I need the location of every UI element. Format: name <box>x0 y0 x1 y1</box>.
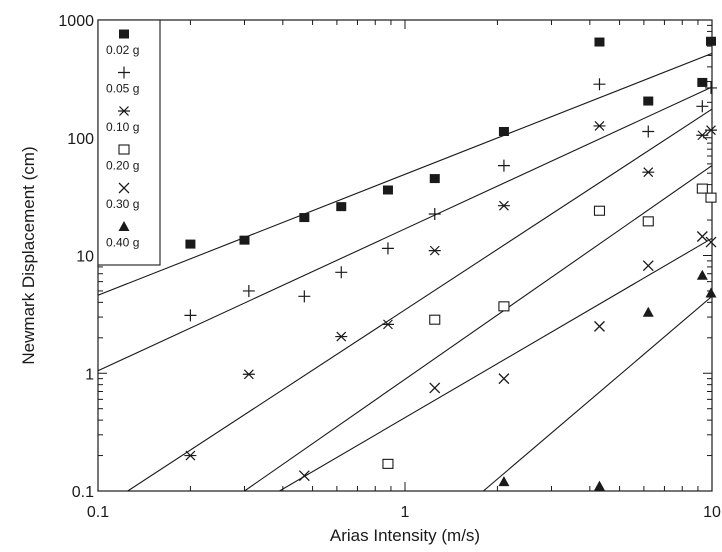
legend-label: 0.30 g <box>106 197 139 211</box>
y-tick-label: 0.1 <box>72 484 94 501</box>
series-0-05-g <box>98 78 717 372</box>
data-point <box>184 450 197 461</box>
data-point <box>335 266 348 279</box>
x-tick-label: 0.1 <box>87 504 109 521</box>
data-point <box>705 125 717 136</box>
data-point <box>335 331 348 342</box>
data-point <box>185 239 196 249</box>
data-point <box>642 125 655 138</box>
data-point <box>498 301 510 312</box>
legend-marker <box>118 66 130 79</box>
x-tick-label: 1 <box>401 504 410 521</box>
data-point <box>705 192 717 203</box>
data-point <box>705 236 717 248</box>
data-point <box>642 216 654 227</box>
series-0-10-g <box>127 108 717 491</box>
legend-label: 0.40 g <box>106 236 139 250</box>
y-axis-title: Newmark Displacement (cm) <box>19 146 38 364</box>
data-point <box>697 77 708 87</box>
data-point <box>594 37 605 47</box>
data-point <box>429 314 441 325</box>
series-0-02-g <box>98 36 716 296</box>
data-point <box>498 373 510 385</box>
data-point <box>497 159 510 172</box>
data-point <box>696 130 709 141</box>
x-tick-label: 10 <box>703 504 721 521</box>
legend-marker <box>119 29 129 39</box>
legend-label: 0.02 g <box>106 43 139 57</box>
data-point <box>336 202 347 212</box>
series-0-20-g <box>244 165 717 491</box>
fit-line <box>127 108 712 491</box>
data-point <box>428 245 441 256</box>
fit-line <box>483 295 712 491</box>
data-point <box>696 231 708 242</box>
data-point <box>696 100 709 113</box>
data-point <box>593 205 606 216</box>
data-point <box>696 269 708 280</box>
data-point <box>239 235 250 245</box>
data-point <box>594 320 605 332</box>
y-tick-label: 1 <box>85 366 94 383</box>
data-point <box>593 121 606 131</box>
y-tick-label: 1000 <box>58 13 94 30</box>
legend-label: 0.10 g <box>106 120 139 134</box>
data-point <box>593 480 605 491</box>
fit-line <box>244 165 712 491</box>
data-point <box>642 260 654 272</box>
fit-line <box>98 52 712 296</box>
data-point <box>593 78 606 91</box>
y-tick-label: 10 <box>76 249 94 266</box>
series-0-30-g <box>279 231 717 491</box>
data-point <box>643 96 654 106</box>
legend-box <box>97 19 161 266</box>
data-point <box>381 242 394 255</box>
data-point <box>428 208 441 221</box>
legend: 0.02 g 0.05 g 0.10 g 0.20 g 0.30 g 0.40 g <box>97 19 161 266</box>
data-point <box>381 319 394 330</box>
x-axis-title: Arias Intensity (m/s) <box>330 526 480 545</box>
data-point <box>298 470 310 482</box>
data-point <box>299 213 310 223</box>
y-tick-label: 100 <box>67 131 94 148</box>
data-point <box>184 309 197 322</box>
data-point <box>705 287 717 298</box>
legend-marker <box>118 221 130 231</box>
data-point <box>642 306 654 317</box>
data-point <box>242 284 255 297</box>
legend-label: 0.05 g <box>106 82 139 96</box>
data-point <box>242 369 255 380</box>
data-point <box>696 183 708 194</box>
series-0-40-g <box>483 269 717 491</box>
data-point <box>642 167 655 178</box>
data-point <box>382 458 394 469</box>
legend-marker <box>118 182 130 194</box>
legend-label: 0.20 g <box>106 159 139 173</box>
fit-line <box>98 86 712 372</box>
data-point <box>498 476 510 487</box>
fit-line <box>279 237 712 491</box>
data-point <box>498 127 509 137</box>
data-point <box>382 185 393 195</box>
data-point <box>705 81 717 94</box>
data-point <box>497 200 510 211</box>
legend-marker <box>118 106 130 116</box>
legend-marker <box>118 144 130 155</box>
data-point <box>429 174 440 184</box>
plot-frame <box>97 19 713 492</box>
axis-ticks <box>97 20 713 492</box>
data-point <box>706 36 716 46</box>
data-point <box>429 382 441 394</box>
data-point <box>298 290 311 303</box>
